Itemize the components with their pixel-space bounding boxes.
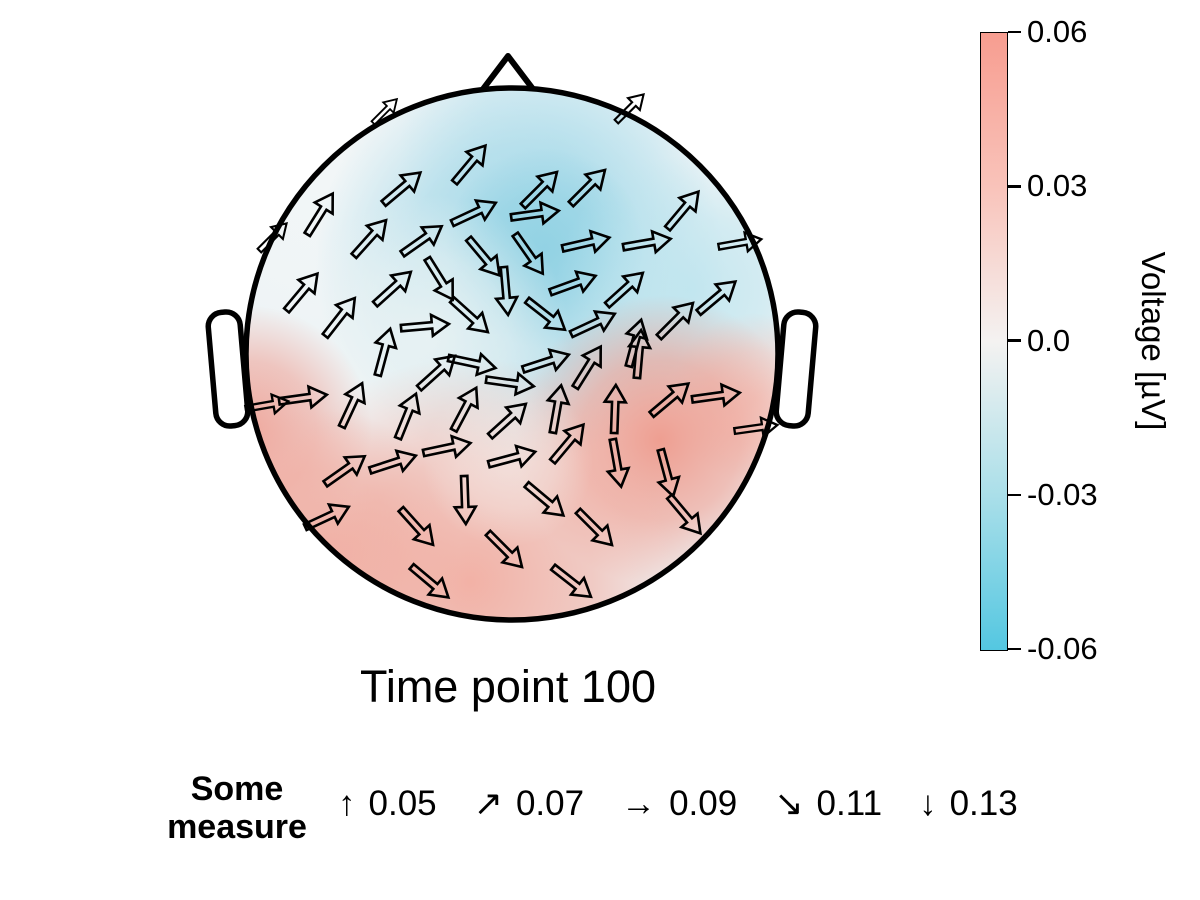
legend-arrow-glyph: ↗ (473, 784, 503, 823)
quiver-arrow (337, 381, 367, 430)
left-ear-shape (205, 309, 251, 429)
legend-arrow-glyph: ↘ (774, 784, 804, 823)
quiver-arrow (605, 437, 631, 490)
plot-title: Time point 100 (360, 661, 656, 712)
quiver-arrow (243, 392, 291, 416)
colorbar-axis-label: Voltage [µV] (1135, 251, 1172, 431)
legend-value: 0.07 (515, 784, 585, 823)
quiver-arrow (449, 198, 498, 228)
legend-arrow-glyph: ↓ (919, 784, 937, 823)
legend-value: 0.13 (949, 784, 1018, 823)
legend-value: 0.09 (669, 784, 738, 823)
quiver-arrow (396, 505, 435, 547)
quiver-arrow (560, 229, 612, 255)
legend-arrow-glyph: → (621, 784, 657, 823)
legend: Some measure ↑ 0.05 ↗ 0.07 → 0.09 ↘ 0.11 ↓ 0.13 (0, 768, 1200, 868)
quiver-arrow (690, 382, 743, 408)
quiver-arrow (522, 480, 566, 518)
quiver-arrow (549, 562, 593, 599)
quiver-arrow (422, 255, 455, 302)
quiver-arrow (393, 391, 422, 442)
right-ear-shape (773, 309, 819, 429)
quiver-arrow (613, 93, 645, 125)
quiver-arrow (415, 354, 457, 393)
quiver-arrow (483, 528, 524, 569)
quiver-arrow (493, 265, 520, 318)
legend-arrow-glyph: ↑ (338, 784, 356, 823)
legend-value: 0.11 (816, 784, 883, 823)
quiver-arrow (320, 296, 357, 340)
scalp-field (246, 88, 778, 620)
quiver-arrow (464, 234, 502, 278)
quiver-arrow (621, 229, 674, 255)
quiver-arrow (452, 474, 479, 527)
quiver-arrow (449, 385, 480, 434)
legend-items: ↑ 0.05 ↗ 0.07 → 0.09 ↘ 0.11 ↓ 0.13 (338, 776, 1018, 832)
quiver-arrow (626, 327, 653, 380)
quiver-arrow (518, 170, 559, 211)
quiver-arrow (654, 301, 695, 342)
quiver-arrow (486, 444, 538, 469)
quiver-arrow (520, 348, 572, 375)
quiver-arrow (448, 295, 490, 334)
colorbar-gradient (980, 32, 1008, 651)
quiver-arrow (398, 224, 444, 259)
field-blob (246, 408, 460, 620)
legend-item: → 0.09 (621, 784, 737, 824)
quiver-arrow (407, 562, 451, 600)
quiver-arrow (367, 449, 419, 476)
quiver-arrow (545, 382, 571, 435)
quiver-arrow (302, 191, 335, 238)
quiver-arrow (663, 189, 701, 233)
quiver-arrow (510, 230, 545, 276)
quiver-arrows (243, 93, 780, 600)
quiver-arrow (566, 168, 607, 209)
quiver-arrow (486, 402, 528, 441)
legend-item: ↓ 0.13 (919, 784, 1018, 824)
quiver-arrow (624, 317, 649, 369)
quiver-arrow (573, 506, 614, 547)
quiver-arrow (647, 381, 691, 419)
quiver-arrow (450, 143, 488, 187)
quiver-arrow (371, 270, 413, 309)
quiver-arrow (421, 434, 473, 460)
quiver-arrow (523, 295, 567, 332)
quiver-arrow (256, 222, 288, 254)
quiver-arrow (321, 454, 367, 489)
quiver-arrow (665, 492, 703, 536)
quiver-arrow (694, 279, 738, 317)
legend-title: Some measure (148, 770, 326, 846)
legend-title-line1: Some (190, 770, 284, 808)
quiver-arrow (509, 200, 562, 226)
quiver-arrow (602, 382, 629, 435)
legend-item: ↗ 0.07 (474, 784, 584, 824)
quiver-arrow (603, 271, 645, 310)
quiver-arrow (399, 312, 452, 339)
legend-item: ↘ 0.11 (774, 784, 882, 824)
quiver-arrow (282, 271, 320, 315)
quiver-arrow (484, 371, 537, 397)
quiver-arrow (547, 269, 598, 297)
quiver-arrow (302, 502, 351, 532)
quiver-arrow (732, 415, 780, 439)
legend-title-line2: measure (167, 808, 307, 846)
quiver-arrow (568, 309, 617, 339)
quiver-arrow (349, 218, 388, 260)
quiver-arrow (277, 384, 330, 410)
legend-value: 0.05 (368, 784, 437, 823)
quiver-arrow (716, 230, 764, 254)
quiver-arrow (656, 447, 681, 499)
quiver-arrow (370, 97, 399, 126)
legend-item: ↑ 0.05 (338, 784, 437, 824)
quiver-arrow (548, 422, 586, 466)
quiver-arrow (570, 344, 603, 391)
quiver-arrow (373, 326, 398, 378)
head-outline (243, 85, 781, 623)
quiver-arrow (379, 170, 423, 208)
